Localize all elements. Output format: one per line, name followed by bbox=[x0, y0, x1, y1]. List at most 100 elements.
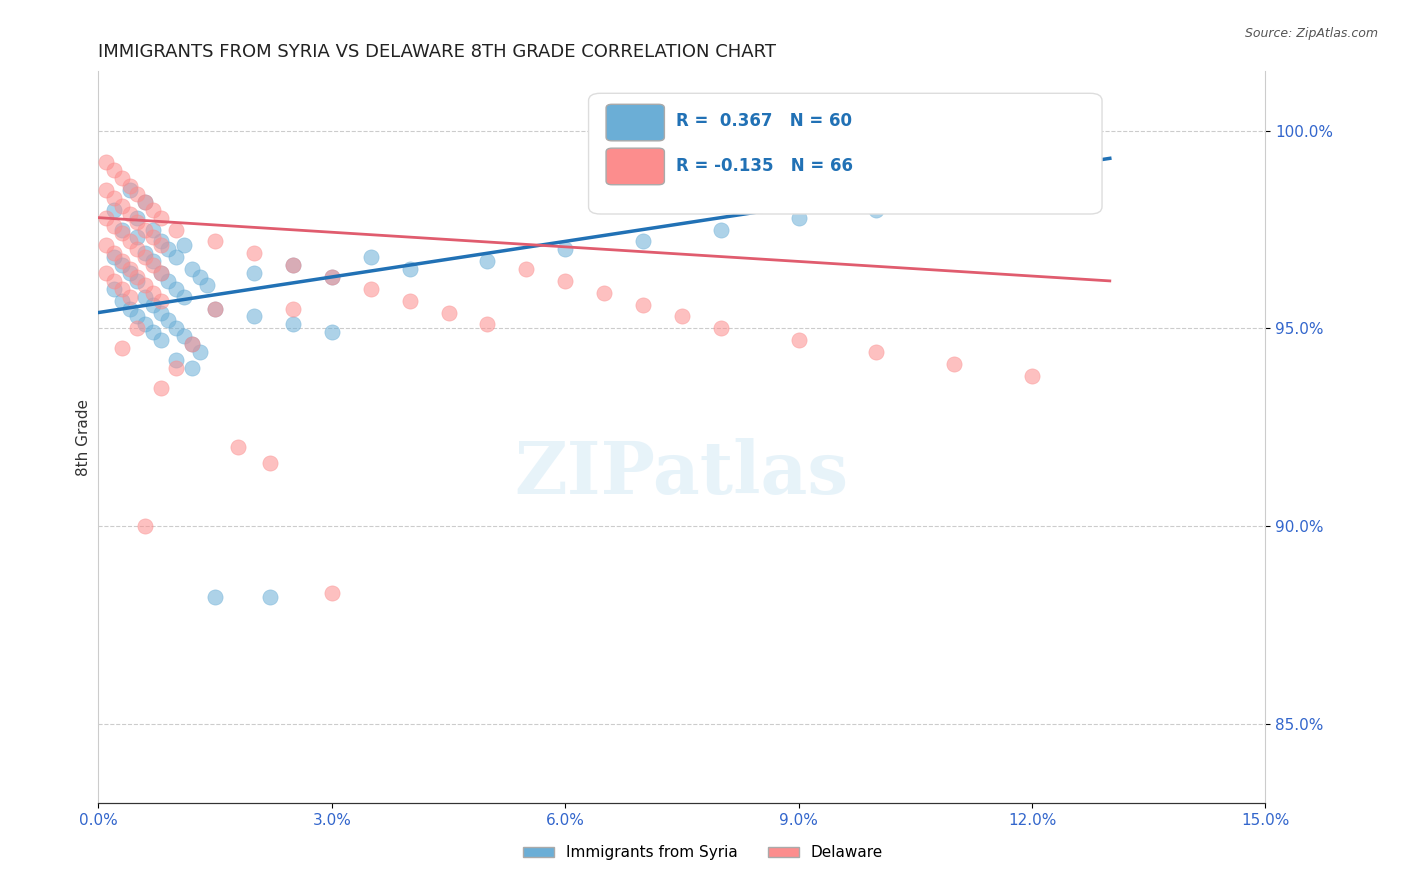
Point bbox=[671, 310, 693, 324]
Point bbox=[96, 266, 118, 280]
Point bbox=[943, 357, 966, 371]
Point bbox=[228, 440, 250, 454]
Point bbox=[281, 318, 304, 332]
Point bbox=[710, 222, 733, 236]
Point bbox=[204, 235, 226, 249]
Point bbox=[103, 246, 125, 260]
Point bbox=[188, 345, 211, 359]
Point bbox=[165, 282, 187, 296]
Point bbox=[281, 301, 304, 316]
Point bbox=[103, 191, 125, 205]
Point bbox=[165, 353, 187, 368]
Point bbox=[134, 194, 156, 209]
Point bbox=[103, 250, 125, 264]
Point bbox=[96, 238, 118, 252]
Point bbox=[180, 337, 202, 351]
Point bbox=[142, 222, 165, 236]
Point bbox=[149, 333, 172, 347]
Point bbox=[243, 266, 266, 280]
Point bbox=[134, 250, 156, 264]
Point bbox=[134, 222, 156, 236]
Point bbox=[149, 266, 172, 280]
Point bbox=[127, 186, 149, 201]
Point bbox=[118, 301, 141, 316]
Point bbox=[111, 227, 134, 241]
Point bbox=[259, 591, 281, 605]
FancyBboxPatch shape bbox=[606, 104, 665, 141]
Point bbox=[631, 298, 654, 312]
Point bbox=[165, 250, 187, 264]
Point bbox=[103, 219, 125, 233]
Point bbox=[127, 310, 149, 324]
Text: R =  0.367   N = 60: R = 0.367 N = 60 bbox=[676, 112, 852, 130]
Point bbox=[321, 269, 343, 284]
Point bbox=[1021, 368, 1043, 383]
Point bbox=[157, 313, 180, 327]
Point bbox=[111, 222, 134, 236]
Point bbox=[149, 381, 172, 395]
Point bbox=[103, 274, 125, 288]
Point bbox=[142, 326, 165, 340]
Point bbox=[134, 318, 156, 332]
Point bbox=[149, 293, 172, 308]
Point bbox=[142, 298, 165, 312]
Point bbox=[134, 246, 156, 260]
Point bbox=[165, 222, 187, 236]
Point bbox=[787, 211, 810, 225]
Point bbox=[149, 211, 172, 225]
Legend: Immigrants from Syria, Delaware: Immigrants from Syria, Delaware bbox=[517, 839, 889, 866]
Point bbox=[1021, 183, 1043, 197]
Point bbox=[149, 266, 172, 280]
Point bbox=[134, 290, 156, 304]
Point bbox=[515, 262, 537, 277]
Point bbox=[118, 266, 141, 280]
Point bbox=[321, 269, 343, 284]
Point bbox=[118, 179, 141, 194]
Point bbox=[103, 202, 125, 217]
Point bbox=[142, 202, 165, 217]
Point bbox=[103, 163, 125, 178]
FancyBboxPatch shape bbox=[589, 94, 1102, 214]
Point bbox=[259, 456, 281, 470]
Point bbox=[111, 199, 134, 213]
Point bbox=[243, 310, 266, 324]
Point bbox=[111, 341, 134, 355]
Point bbox=[281, 258, 304, 272]
Point bbox=[142, 230, 165, 244]
Point bbox=[111, 258, 134, 272]
Point bbox=[360, 282, 382, 296]
Y-axis label: 8th Grade: 8th Grade bbox=[76, 399, 91, 475]
Point bbox=[173, 238, 195, 252]
Point bbox=[111, 282, 134, 296]
Point bbox=[111, 171, 134, 186]
Point bbox=[204, 301, 226, 316]
Point bbox=[142, 258, 165, 272]
Point bbox=[173, 329, 195, 343]
Point bbox=[127, 214, 149, 228]
Point bbox=[195, 277, 218, 292]
Point bbox=[149, 238, 172, 252]
Point bbox=[127, 321, 149, 335]
Text: ZIPatlas: ZIPatlas bbox=[515, 438, 849, 509]
Text: Source: ZipAtlas.com: Source: ZipAtlas.com bbox=[1244, 27, 1378, 40]
Point bbox=[149, 305, 172, 319]
FancyBboxPatch shape bbox=[606, 148, 665, 185]
Point bbox=[173, 290, 195, 304]
Point bbox=[180, 360, 202, 375]
Point bbox=[593, 285, 616, 300]
Point bbox=[710, 321, 733, 335]
Text: R = -0.135   N = 66: R = -0.135 N = 66 bbox=[676, 158, 853, 176]
Point bbox=[103, 282, 125, 296]
Point bbox=[180, 337, 202, 351]
Point bbox=[165, 360, 187, 375]
Point bbox=[127, 274, 149, 288]
Point bbox=[477, 254, 499, 268]
Point bbox=[157, 242, 180, 256]
Point bbox=[360, 250, 382, 264]
Point bbox=[631, 235, 654, 249]
Point bbox=[149, 235, 172, 249]
Point bbox=[118, 183, 141, 197]
Point bbox=[142, 285, 165, 300]
Point bbox=[111, 254, 134, 268]
Point bbox=[865, 202, 887, 217]
